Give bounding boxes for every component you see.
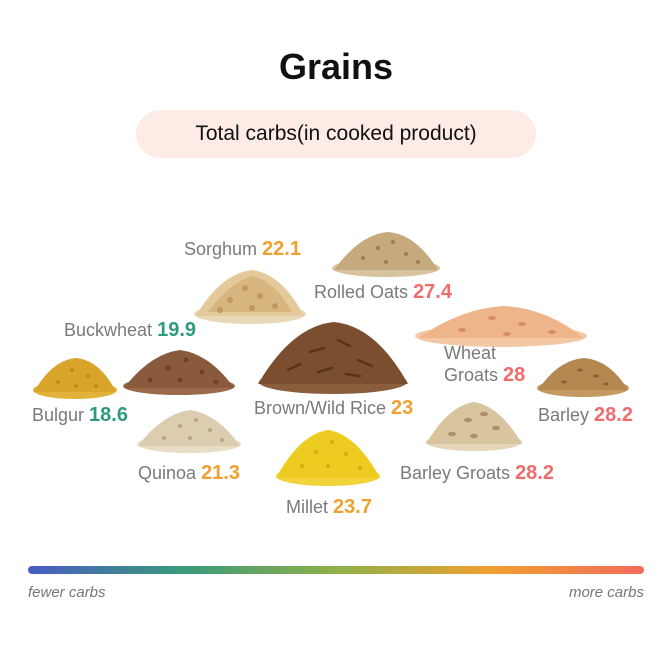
carb-gradient-scale xyxy=(28,566,644,574)
label-barley-name: Barley xyxy=(538,405,590,425)
label-barley-groats-name: Barley Groats xyxy=(400,463,511,483)
scale-high-label: more carbs xyxy=(568,584,644,601)
label-buckwheat-value: 19.9 xyxy=(157,319,197,341)
label-brown-wild-rice: Brown/Wild Rice 23 xyxy=(254,397,413,419)
millet-pile-icon xyxy=(276,430,380,486)
label-wheat-groats-line2: Groats xyxy=(444,365,499,385)
label-quinoa-value: 21.3 xyxy=(201,462,240,484)
label-wheat-groats: Wheat Groats 28 xyxy=(444,342,525,386)
wheat-groats-pile-icon xyxy=(415,306,587,347)
label-rolled-oats: Rolled Oats 27.4 xyxy=(314,281,452,303)
label-buckwheat-name: Buckwheat xyxy=(64,320,153,340)
label-buckwheat: Buckwheat 19.9 xyxy=(64,319,196,341)
label-barley-value: 28.2 xyxy=(594,404,633,426)
label-sorghum-name: Sorghum xyxy=(184,239,258,259)
label-millet-value: 23.7 xyxy=(333,496,372,518)
label-millet-name: Millet xyxy=(286,497,329,517)
rolled-oats-pile-icon xyxy=(332,232,440,277)
subtitle-text: Total carbs(in cooked product) xyxy=(195,122,477,145)
barley-pile-icon xyxy=(537,358,629,397)
label-bulgur-name: Bulgur xyxy=(32,405,85,425)
label-barley: Barley 28.2 xyxy=(538,404,633,426)
buckwheat-pile-icon xyxy=(123,350,235,395)
bulgur-pile-icon xyxy=(33,358,117,399)
subtitle-pill: Total carbs(in cooked product) xyxy=(136,110,536,158)
barley-groats-pile-icon xyxy=(426,402,522,451)
label-rolled-oats-name: Rolled Oats xyxy=(314,282,409,302)
sorghum-pile-icon xyxy=(194,270,306,324)
label-quinoa: Quinoa 21.3 xyxy=(138,462,240,484)
label-rolled-oats-value: 27.4 xyxy=(413,281,452,303)
label-quinoa-name: Quinoa xyxy=(138,463,197,483)
label-bulgur: Bulgur 18.6 xyxy=(32,404,128,426)
label-brown-wild-rice-value: 23 xyxy=(391,397,414,419)
label-brown-wild-rice-name: Brown/Wild Rice xyxy=(254,398,387,418)
brown-wild-rice-pile-icon xyxy=(258,322,408,394)
label-barley-groats: Barley Groats 28.2 xyxy=(400,462,554,484)
scale-low-label: fewer carbs xyxy=(28,584,106,601)
label-millet: Millet 23.7 xyxy=(286,496,372,518)
label-barley-groats-value: 28.2 xyxy=(515,462,554,484)
quinoa-pile-icon xyxy=(137,410,241,453)
label-sorghum-value: 22.1 xyxy=(262,238,301,260)
chart-title: Grains xyxy=(278,46,394,87)
label-wheat-groats-value: 28 xyxy=(503,364,526,386)
label-bulgur-value: 18.6 xyxy=(89,404,128,426)
label-wheat-groats-line1: Wheat xyxy=(444,343,497,363)
label-sorghum: Sorghum 22.1 xyxy=(184,238,301,260)
